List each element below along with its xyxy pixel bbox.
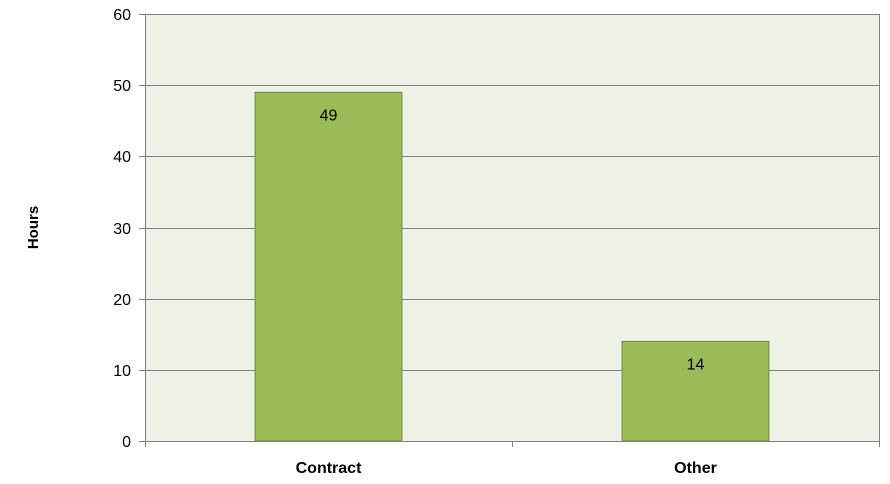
data-label: 14 — [687, 356, 705, 373]
y-tick-label: 40 — [113, 149, 131, 166]
bars — [254, 91, 770, 442]
y-tick-label: 20 — [113, 292, 131, 309]
bar-contract — [254, 91, 403, 442]
axes — [139, 14, 880, 447]
y-tick-label: 10 — [113, 363, 131, 380]
y-tick-label: 0 — [122, 434, 131, 451]
y-tick-label: 30 — [113, 221, 131, 238]
y-tick-label: 60 — [113, 7, 131, 24]
labels: 0 10 20 30 40 50 60 49 Contract 14 Other — [113, 7, 717, 477]
data-label: 49 — [320, 107, 338, 124]
y-tick-label: 50 — [113, 78, 131, 95]
x-category-label: Contract — [296, 460, 362, 477]
y-axis-title: Hours — [25, 206, 42, 249]
x-category-label: Other — [674, 460, 717, 477]
